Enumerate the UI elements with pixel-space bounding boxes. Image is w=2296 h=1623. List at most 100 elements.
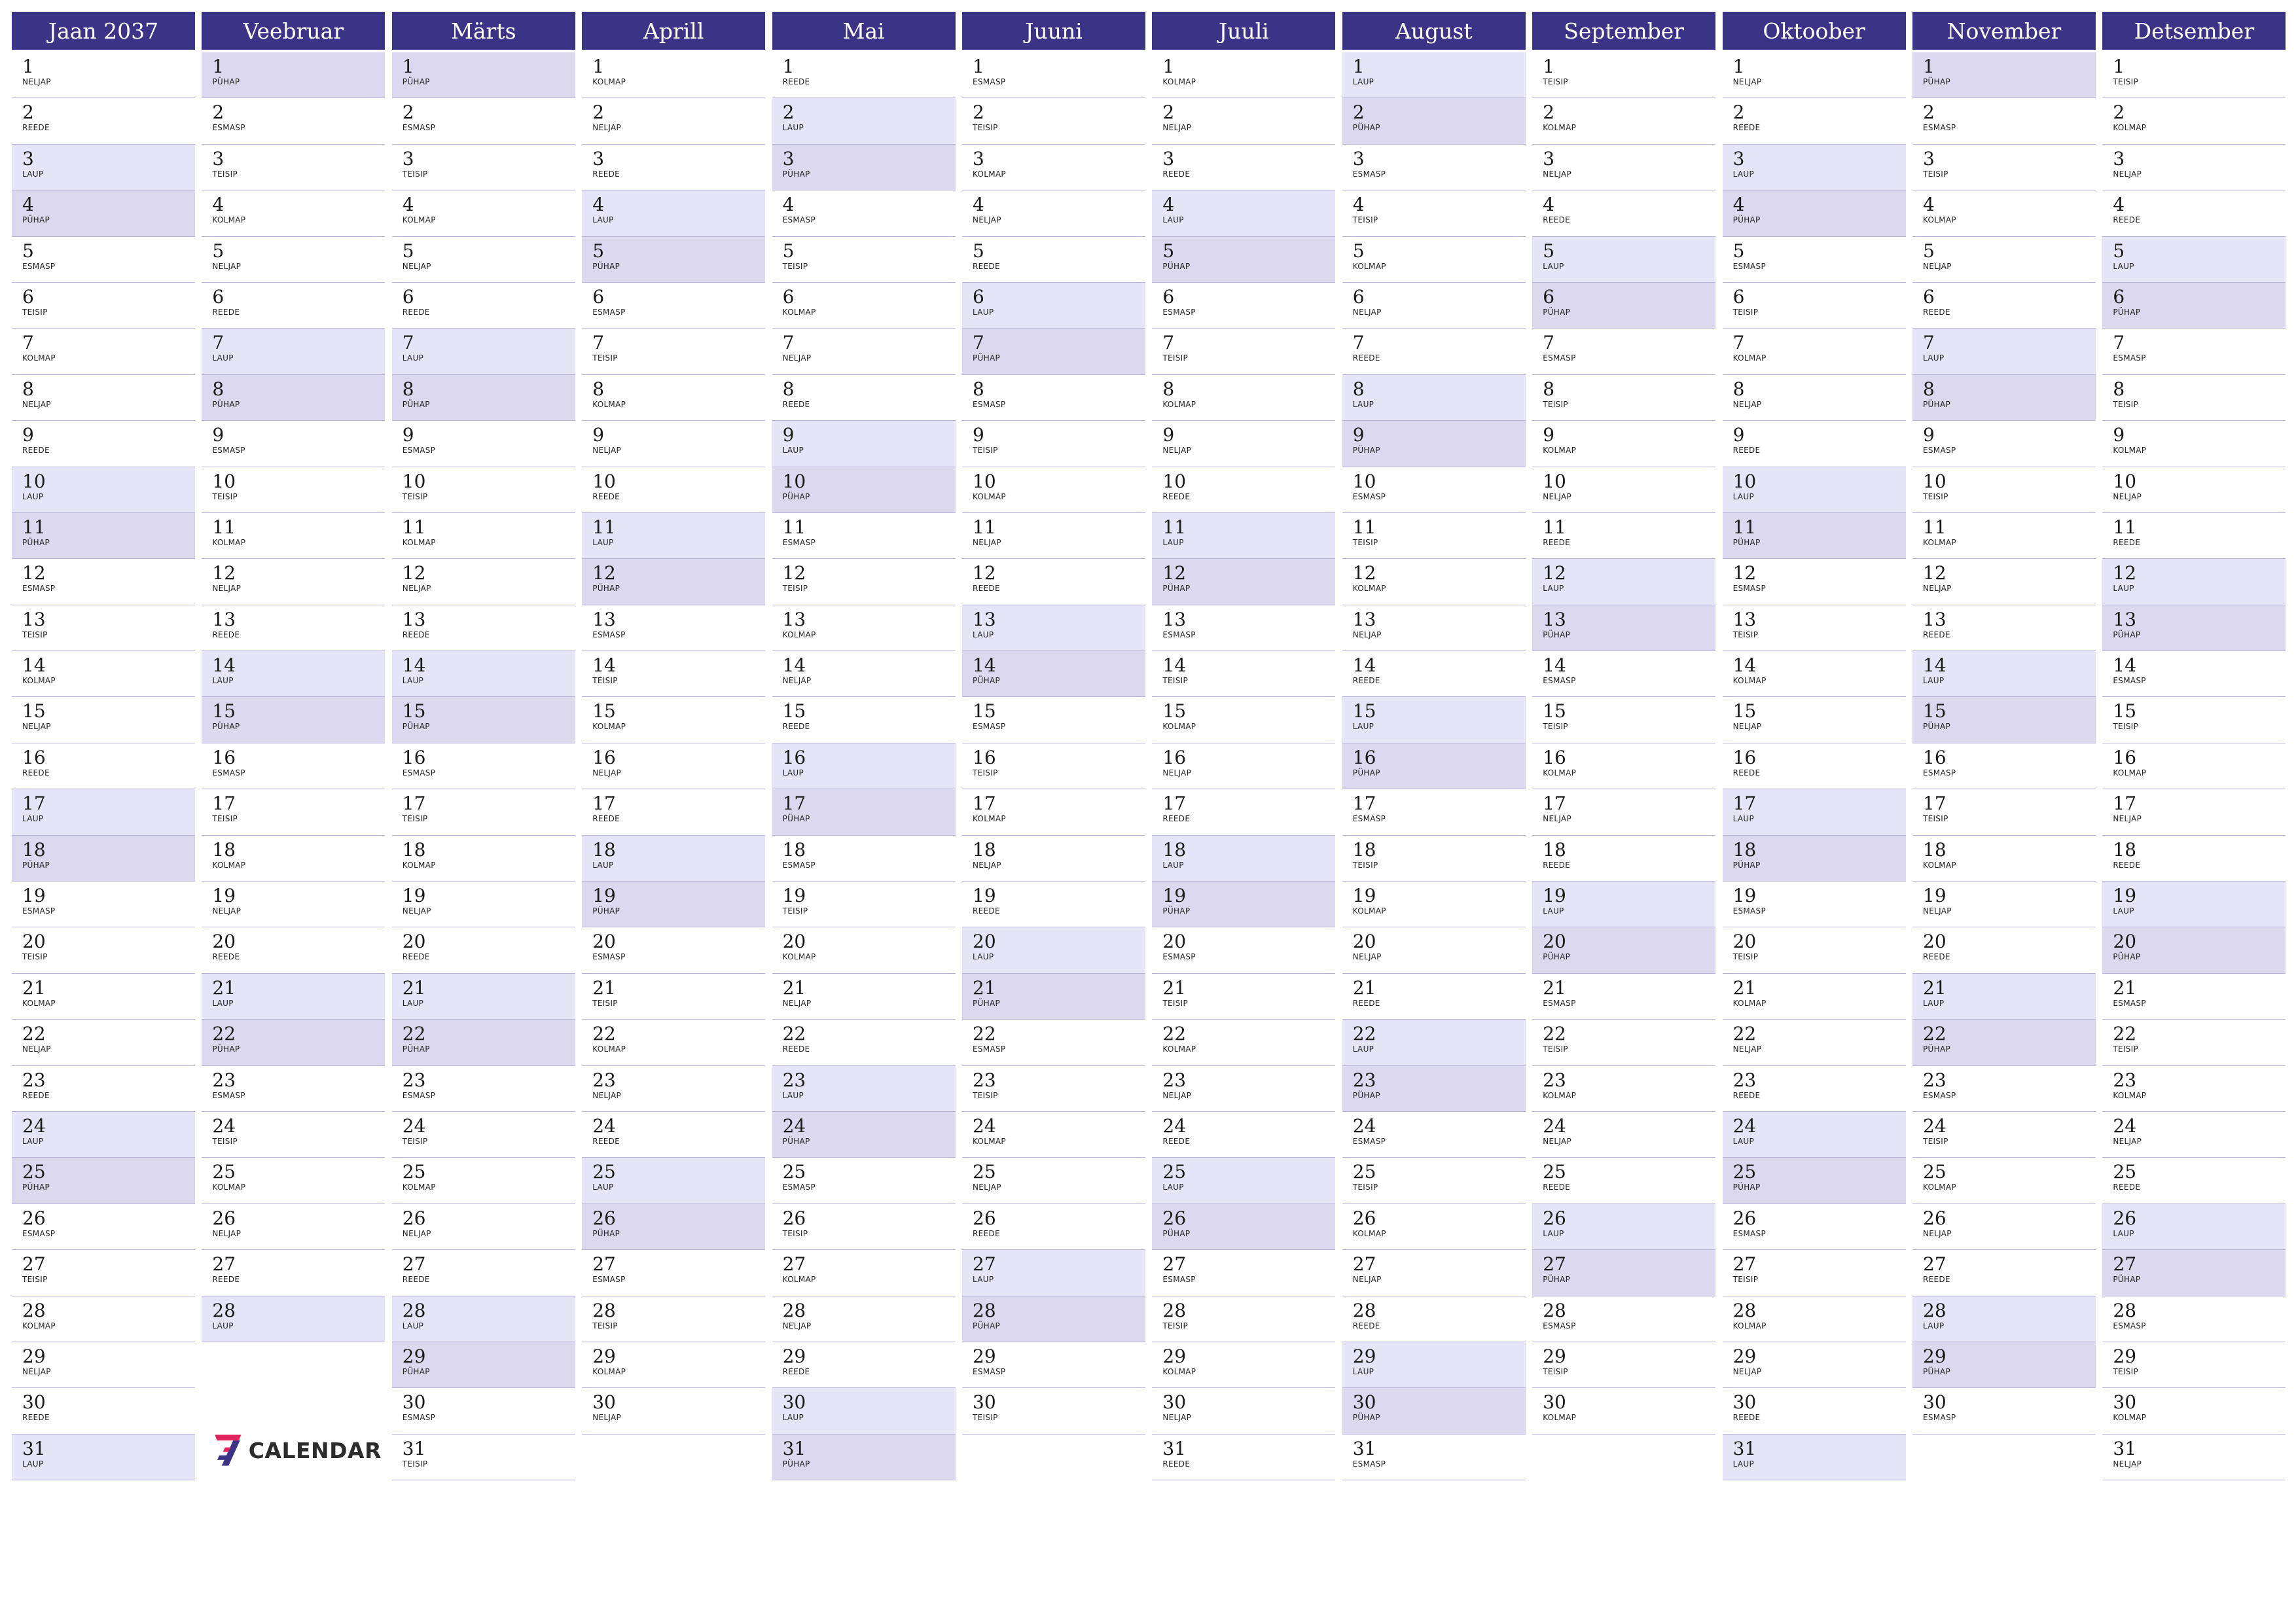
weekday-name: LAUP: [402, 1321, 424, 1330]
day-number: 23: [1732, 1069, 1757, 1091]
day-number: 23: [782, 1069, 806, 1091]
weekday-name: KOLMAP: [592, 77, 626, 86]
day-cell: 5 NELJAP: [391, 236, 575, 283]
month-header: August: [1342, 12, 1526, 50]
day-cell: 1 LAUP: [1342, 52, 1526, 99]
day-number: 8: [1352, 378, 1365, 400]
weekday-name: KOLMAP: [1732, 676, 1767, 686]
day-cell: 13 NELJAP: [1342, 605, 1526, 652]
weekday-name: TEISIP: [2113, 77, 2139, 86]
weekday-name: ESMASP: [592, 307, 626, 317]
weekday-name: PÜHAP: [1352, 1090, 1380, 1100]
day-number: 1: [402, 56, 414, 77]
day-number: 23: [973, 1069, 996, 1091]
day-cell: 3 LAUP: [12, 144, 195, 191]
day-cell: 14 KOLMAP: [1722, 651, 1906, 698]
weekday-name: LAUP: [782, 768, 804, 777]
seven-logo-icon: [215, 1435, 242, 1466]
day-cell: 3 NELJAP: [1532, 144, 1716, 191]
weekday-name: LAUP: [592, 860, 614, 870]
weekday-name: ESMASP: [22, 261, 56, 271]
day-number: 31: [1352, 1437, 1376, 1459]
weekday-name: LAUP: [212, 676, 234, 686]
weekday-name: KOLMAP: [402, 1183, 436, 1192]
month-header: Aprill: [582, 12, 766, 50]
weekday-name: PÜHAP: [22, 215, 50, 225]
weekday-name: LAUP: [592, 537, 614, 547]
day-cell: 31 LAUP: [1722, 1434, 1906, 1481]
day-number: 27: [1352, 1253, 1376, 1275]
day-number: 15: [2113, 700, 2137, 722]
day-cell: 3 TEISIP: [391, 144, 575, 191]
weekday-name: ESMASP: [1543, 1321, 1576, 1330]
day-number: 3: [1543, 147, 1555, 169]
day-number: 26: [1162, 1207, 1187, 1229]
day-cell: 7 LAUP: [1912, 329, 2096, 375]
day-cell: 27 TEISIP: [1722, 1250, 1906, 1296]
day-cell: 7 LAUP: [391, 329, 575, 375]
weekday-name: NELJAP: [782, 676, 812, 686]
weekday-name: REEDE: [1543, 537, 1571, 547]
weekday-name: ESMASP: [1732, 906, 1767, 916]
day-cell: 23 NELJAP: [1152, 1065, 1336, 1112]
day-cell: 28 NELJAP: [772, 1296, 956, 1342]
day-number: 16: [212, 746, 236, 768]
weekday-name: ESMASP: [402, 123, 436, 133]
day-cell: 13 ESMASP: [582, 605, 766, 652]
weekday-name: KOLMAP: [22, 353, 56, 363]
day-number: 25: [1732, 1161, 1757, 1183]
weekday-name: KOLMAP: [1732, 353, 1767, 363]
day-cell: 13 PÜHAP: [2102, 605, 2286, 652]
day-number: 24: [782, 1115, 806, 1137]
day-cell: 23 KOLMAP: [1532, 1065, 1716, 1112]
day-list: 1 LAUP 2 PÜHAP 3 ESMASP 4 TEISIP 5 KOLMAP 6 NELJAP 7…: [1342, 52, 1526, 1481]
day-cell: 1 PÜHAP: [391, 52, 575, 99]
day-cell: 2 KOLMAP: [2102, 98, 2286, 145]
weekday-name: ESMASP: [402, 768, 436, 777]
weekday-name: KOLMAP: [212, 537, 246, 547]
weekday-name: KOLMAP: [782, 952, 816, 962]
month-column: September 1 TEISIP 2 KOLMAP 3 NELJAP 4 REEDE 5 LAU…: [1532, 12, 1716, 1435]
weekday-name: PÜHAP: [973, 353, 1000, 363]
weekday-name: ESMASP: [2113, 676, 2146, 686]
day-cell: 28 LAUP: [391, 1296, 575, 1342]
day-cell: 31 ESMASP: [1342, 1434, 1526, 1481]
day-cell: 1 PÜHAP: [1912, 52, 2096, 99]
day-number: 29: [1543, 1345, 1566, 1367]
day-cell: 9 PÜHAP: [1342, 421, 1526, 467]
weekday-name: NELJAP: [1162, 1413, 1192, 1423]
weekday-name: TEISIP: [1923, 169, 1948, 179]
day-number: 3: [973, 147, 984, 169]
weekday-name: TEISIP: [592, 353, 618, 363]
day-number: 10: [2113, 470, 2137, 492]
day-cell: 10 KOLMAP: [962, 467, 1145, 513]
day-cell: 15 PÜHAP: [202, 697, 386, 743]
day-number: 30: [1732, 1391, 1757, 1414]
day-number: 13: [1543, 608, 1566, 630]
weekday-name: TEISIP: [1352, 1183, 1378, 1192]
weekday-name: LAUP: [782, 1090, 804, 1100]
day-number: 27: [1543, 1253, 1566, 1275]
day-number: 24: [1923, 1115, 1946, 1137]
day-cell: 18 PÜHAP: [1722, 835, 1906, 882]
day-cell: 9 NELJAP: [1152, 421, 1336, 467]
day-number: 15: [592, 700, 616, 722]
weekday-name: ESMASP: [1543, 676, 1576, 686]
day-list: 1 TEISIP 2 KOLMAP 3 NELJAP 4 REEDE 5 LAUP 6 PÜHAP 7 E…: [1532, 52, 1716, 1435]
weekday-name: PÜHAP: [1162, 906, 1191, 916]
day-number: 2: [22, 101, 34, 124]
weekday-name: LAUP: [2113, 906, 2134, 916]
day-cell: 6 PÜHAP: [1532, 282, 1716, 329]
day-number: 20: [1543, 931, 1566, 953]
day-cell: 9 REEDE: [1722, 421, 1906, 467]
day-number: 21: [402, 976, 426, 999]
day-cell: 26 ESMASP: [12, 1204, 195, 1251]
day-number: 7: [2113, 332, 2125, 354]
day-cell: 11 REEDE: [1532, 512, 1716, 560]
day-number: 9: [1732, 424, 1745, 446]
weekday-name: TEISIP: [22, 307, 48, 317]
weekday-name: LAUP: [1732, 814, 1754, 824]
day-cell: 24 LAUP: [1722, 1111, 1906, 1158]
day-cell: 16 REEDE: [12, 743, 195, 790]
day-number: 6: [402, 285, 414, 308]
